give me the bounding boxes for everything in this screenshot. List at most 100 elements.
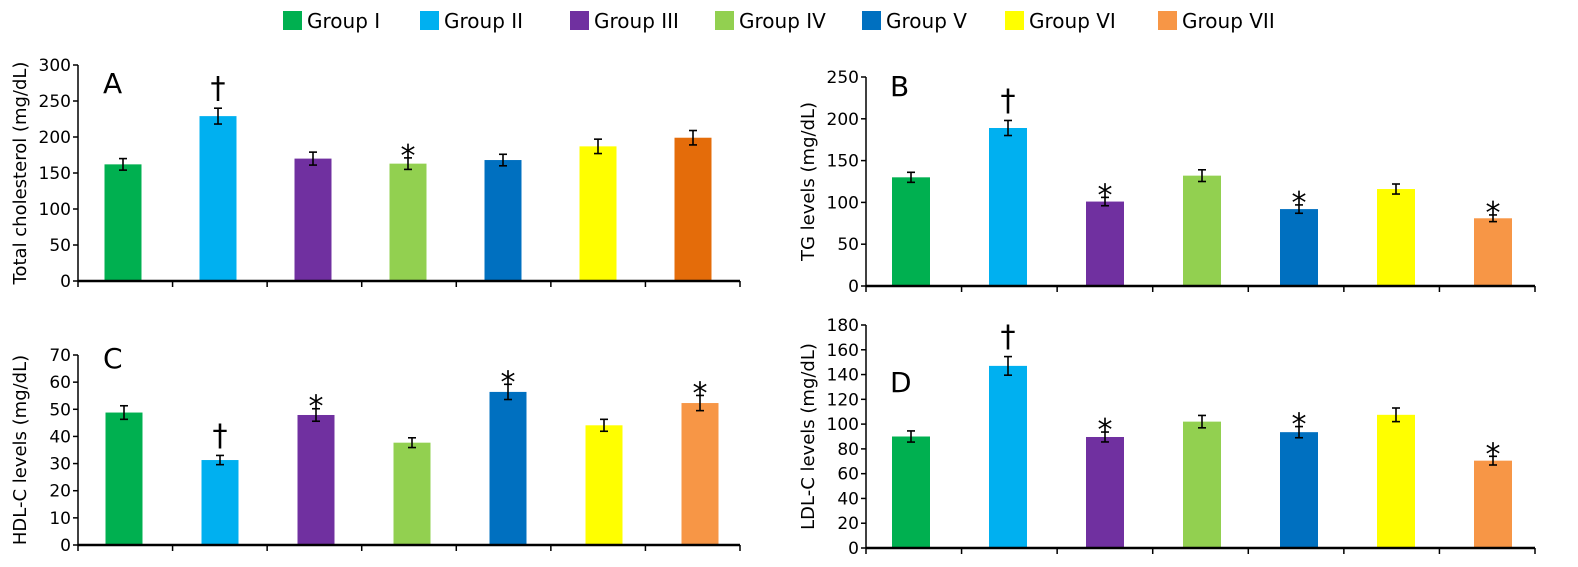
y-axis-label: LDL-C levels (mg/dL) bbox=[798, 343, 819, 530]
legend-item: Group II bbox=[420, 9, 523, 33]
significance-star: * bbox=[1486, 196, 1501, 231]
bar bbox=[585, 425, 623, 545]
y-tick-label: 120 bbox=[827, 390, 859, 410]
y-tick-label: 50 bbox=[49, 236, 71, 256]
legend-label: Group III bbox=[594, 9, 679, 33]
legend-item: Group III bbox=[570, 9, 679, 33]
y-tick-label: 0 bbox=[60, 536, 71, 556]
error-bar bbox=[600, 418, 608, 433]
bar bbox=[104, 164, 142, 281]
bar bbox=[105, 412, 143, 545]
y-tick-label: 20 bbox=[837, 514, 859, 534]
error-bar bbox=[312, 407, 320, 423]
error-bar bbox=[689, 129, 697, 146]
error-bar bbox=[214, 107, 222, 125]
legend-swatch bbox=[570, 11, 589, 30]
significance-star: * bbox=[1098, 413, 1113, 448]
error-bar bbox=[1004, 119, 1012, 137]
legend-swatch bbox=[862, 11, 881, 30]
y-tick-label: 50 bbox=[49, 400, 71, 420]
error-bar bbox=[504, 383, 512, 401]
legend-item: Group IV bbox=[715, 9, 826, 33]
bar bbox=[1280, 209, 1318, 286]
bar bbox=[1377, 189, 1415, 286]
bar bbox=[1086, 436, 1124, 548]
significance-star: * bbox=[1292, 408, 1307, 443]
error-bar bbox=[1392, 183, 1400, 195]
significance-star: * bbox=[501, 365, 516, 400]
y-tick-label: 40 bbox=[49, 427, 71, 447]
bar bbox=[1474, 218, 1512, 286]
y-axis-label: TG levels (mg/dL) bbox=[798, 102, 819, 262]
error-bar bbox=[1392, 407, 1400, 423]
bar bbox=[1183, 421, 1221, 548]
bar bbox=[1086, 201, 1124, 286]
y-tick-label: 250 bbox=[39, 92, 71, 112]
y-tick-label: 10 bbox=[49, 509, 71, 529]
error-bar bbox=[120, 404, 128, 421]
error-bar bbox=[216, 454, 224, 466]
error-bar bbox=[1101, 431, 1109, 443]
legend-label: Group VII bbox=[1182, 9, 1275, 33]
panel-label: B bbox=[890, 70, 909, 103]
y-tick-label: 0 bbox=[60, 272, 71, 292]
bar bbox=[1377, 414, 1415, 548]
error-bar bbox=[1489, 214, 1497, 223]
error-bar bbox=[408, 436, 416, 449]
panel-label: A bbox=[103, 67, 122, 100]
significance-dagger: † bbox=[211, 71, 226, 106]
y-tick-label: 70 bbox=[49, 346, 71, 366]
bar bbox=[294, 158, 332, 281]
error-bar bbox=[1198, 168, 1206, 183]
error-bar bbox=[499, 153, 507, 167]
error-bar bbox=[1101, 196, 1109, 207]
bar bbox=[393, 442, 431, 545]
legend-swatch bbox=[1005, 11, 1024, 30]
y-axis-label: Total cholesterol (mg/dL) bbox=[10, 62, 31, 286]
y-tick-label: 100 bbox=[827, 193, 859, 213]
legend-label: Group I bbox=[307, 9, 380, 33]
y-tick-label: 100 bbox=[827, 415, 859, 435]
significance-dagger: † bbox=[1001, 320, 1016, 355]
legend-item: Group VI bbox=[1005, 9, 1116, 33]
legend-item: Group I bbox=[283, 9, 380, 33]
panel-b: TG levels (mg/dL) B † * * * 0 50 100 150 200 250 bbox=[798, 68, 1536, 297]
y-tick-label: 200 bbox=[39, 128, 71, 148]
bar bbox=[892, 436, 930, 548]
legend-label: Group IV bbox=[739, 9, 826, 33]
y-tick-label: 30 bbox=[49, 455, 71, 475]
bar bbox=[199, 116, 237, 282]
panel-label: D bbox=[890, 366, 912, 399]
significance-dagger: † bbox=[213, 418, 228, 453]
panel-d: LDL-C levels (mg/dL) D † * * * 0 20 40 60 80 100 120… bbox=[798, 316, 1536, 559]
y-tick-label: 200 bbox=[827, 110, 859, 130]
y-tick-label: 140 bbox=[827, 366, 859, 386]
y-tick-label: 150 bbox=[39, 164, 71, 184]
y-tick-label: 180 bbox=[827, 316, 859, 336]
bar bbox=[674, 137, 712, 281]
significance-dagger: † bbox=[1001, 83, 1016, 118]
bar bbox=[989, 127, 1027, 286]
error-bar bbox=[1295, 425, 1303, 439]
legend-swatch bbox=[1158, 11, 1177, 30]
y-tick-label: 80 bbox=[837, 440, 859, 460]
legend-label: Group II bbox=[444, 9, 523, 33]
error-bar bbox=[1489, 455, 1497, 466]
y-tick-label: 60 bbox=[837, 465, 859, 485]
y-tick-label: 0 bbox=[848, 539, 859, 559]
y-tick-label: 150 bbox=[827, 152, 859, 172]
y-tick-label: 160 bbox=[827, 341, 859, 361]
legend-swatch bbox=[420, 11, 439, 30]
y-tick-label: 300 bbox=[39, 56, 71, 76]
significance-star: * bbox=[1292, 186, 1307, 221]
error-bar bbox=[309, 151, 317, 166]
bar bbox=[201, 460, 239, 545]
legend-label: Group VI bbox=[1029, 9, 1116, 33]
bar bbox=[892, 177, 930, 286]
error-bar bbox=[594, 138, 602, 155]
significance-star: * bbox=[401, 139, 416, 174]
bar bbox=[489, 391, 527, 545]
significance-star: * bbox=[1098, 178, 1113, 213]
panel-a: Total cholesterol (mg/dL) A † * 0 50 100 150 200… bbox=[10, 56, 741, 292]
